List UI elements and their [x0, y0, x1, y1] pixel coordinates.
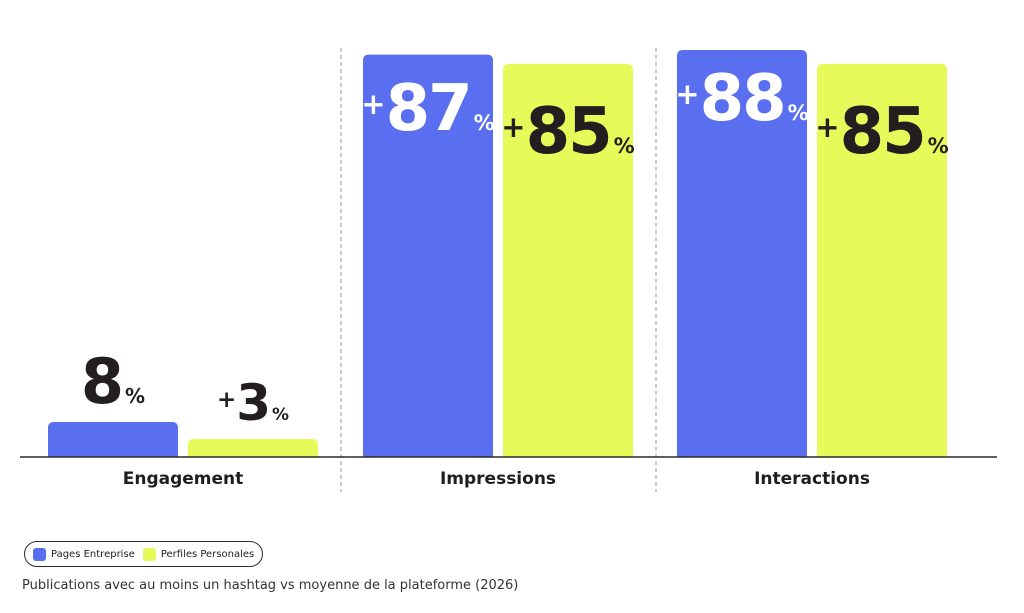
- legend-label-pages-entreprise: Pages Entreprise: [51, 548, 135, 560]
- bar-impressions-pages-entreprise: [363, 54, 493, 457]
- value-label-interactions-pages-entreprise: +88%: [675, 62, 808, 136]
- value-label-engagement-pages-entreprise: 8%: [81, 345, 145, 418]
- bar-interactions-pages-entreprise: [677, 50, 807, 457]
- legend: Pages Entreprise Perfiles Personales: [24, 541, 264, 567]
- category-label-interactions: Interactions: [754, 469, 870, 489]
- value-label-impressions-pages-entreprise: +87%: [361, 72, 494, 146]
- legend-item-pages-entreprise: Pages Entreprise: [33, 547, 135, 561]
- legend-swatch-pages-entreprise: [33, 547, 46, 561]
- legend-item-perfiles-personales: Perfiles Personales: [142, 547, 255, 561]
- bar-engagement-pages-entreprise: [48, 422, 178, 457]
- chart-caption: Publications avec au moins un hashtag vs…: [22, 578, 519, 593]
- value-label-interactions-perfiles-personales: +85%: [815, 95, 948, 169]
- legend-swatch-perfiles-personales: [142, 547, 156, 561]
- value-label-impressions-perfiles-personales: +85%: [501, 95, 634, 169]
- bar-engagement-perfiles-personales: [188, 439, 318, 457]
- bar-interactions-perfiles-personales: [817, 63, 947, 457]
- value-label-engagement-perfiles-personales: +3%: [217, 374, 289, 432]
- bar-impressions-perfiles-personales: [503, 63, 633, 457]
- legend-label-perfiles-personales: Perfiles Personales: [160, 548, 255, 560]
- category-label-engagement: Engagement: [123, 469, 244, 489]
- category-label-impressions: Impressions: [440, 469, 556, 489]
